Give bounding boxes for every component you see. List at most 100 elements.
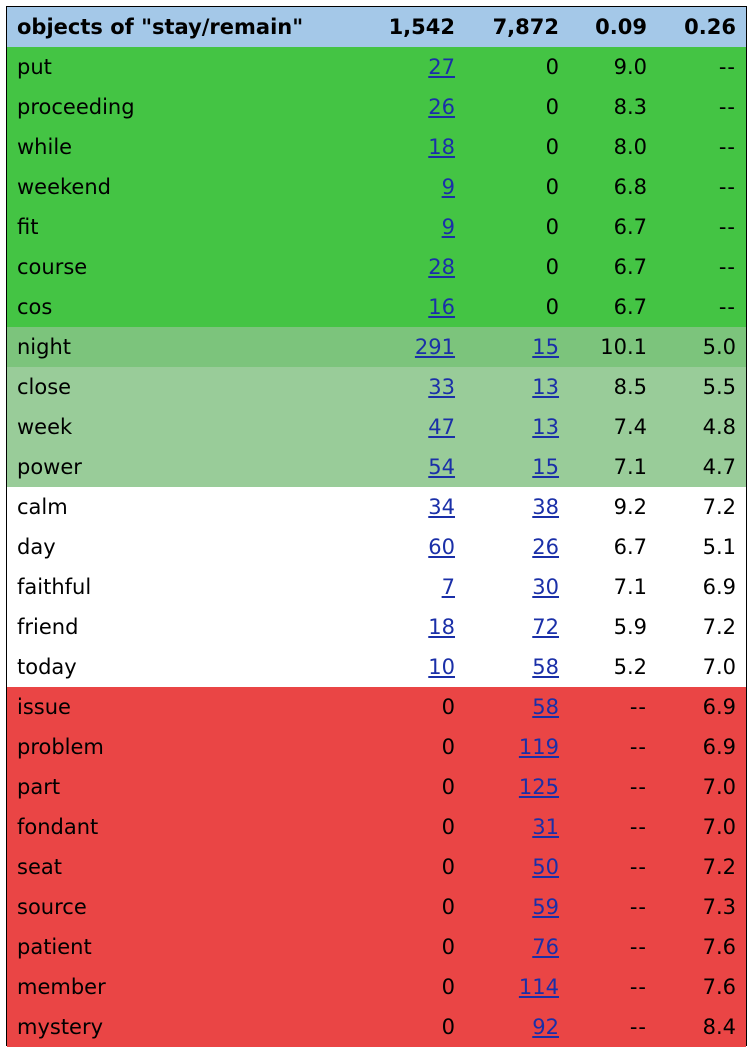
row-count-2-link[interactable]: 50 [532,855,559,879]
row-count-1-cell: 27 [342,47,465,87]
row-score-1: -- [569,967,657,1007]
row-count-1-cell: 0 [342,927,465,967]
row-count-1-link[interactable]: 10 [428,655,455,679]
row-score-1: 6.7 [569,527,657,567]
row-score-2: -- [657,287,746,327]
row-count-1-link[interactable]: 18 [428,615,455,639]
row-count-1-link[interactable]: 54 [428,455,455,479]
table-row: while 18 0 8.0 -- [7,127,746,167]
row-count-2-link[interactable]: 114 [518,975,559,999]
row-score-1: 6.7 [569,207,657,247]
row-count-1-link[interactable]: 28 [428,255,455,279]
row-count-2-link[interactable]: 125 [518,775,559,799]
row-score-2: 4.8 [657,407,746,447]
table-row: friend 18 72 5.9 7.2 [7,607,746,647]
row-count-2-link[interactable]: 15 [532,335,559,359]
row-count-2-cell: 0 [465,127,569,167]
row-count-1-cell: 9 [342,207,465,247]
row-count-2-link[interactable]: 15 [532,455,559,479]
row-word: fit [7,207,342,247]
table-row: fondant 0 31 -- 7.0 [7,807,746,847]
table-row: faithful 7 30 7.1 6.9 [7,567,746,607]
row-word: mystery [7,1007,342,1047]
row-count-1-cell: 291 [342,327,465,367]
row-score-2: -- [657,207,746,247]
row-word: source [7,887,342,927]
row-count-2-link[interactable]: 26 [532,535,559,559]
row-count-1-link[interactable]: 47 [428,415,455,439]
row-score-1: -- [569,807,657,847]
row-count-2-link[interactable]: 31 [532,815,559,839]
collocation-table: objects of "stay/remain" 1,542 7,872 0.0… [7,7,746,1047]
row-count-1-link[interactable]: 291 [414,335,455,359]
row-score-1: 9.2 [569,487,657,527]
row-count-1-value: 0 [441,815,455,839]
row-count-1-link[interactable]: 7 [441,575,455,599]
row-count-2-value: 0 [545,55,559,79]
table-row: today 10 58 5.2 7.0 [7,647,746,687]
row-count-1-link[interactable]: 9 [441,175,455,199]
row-score-2: 5.0 [657,327,746,367]
row-score-1: -- [569,847,657,887]
row-count-2-link[interactable]: 72 [532,615,559,639]
row-count-2-cell: 26 [465,527,569,567]
row-word: patient [7,927,342,967]
row-count-2-value: 0 [545,255,559,279]
row-score-2: 7.0 [657,647,746,687]
row-score-1: 8.0 [569,127,657,167]
row-count-1-cell: 0 [342,887,465,927]
table-row: member 0 114 -- 7.6 [7,967,746,1007]
row-count-2-link[interactable]: 13 [532,415,559,439]
row-word: calm [7,487,342,527]
row-count-1-cell: 47 [342,407,465,447]
row-count-2-link[interactable]: 58 [532,655,559,679]
row-count-1-value: 0 [441,1015,455,1039]
row-score-2: -- [657,87,746,127]
row-word: close [7,367,342,407]
table-row: power 54 15 7.1 4.7 [7,447,746,487]
row-count-2-link[interactable]: 92 [532,1015,559,1039]
row-count-2-cell: 0 [465,247,569,287]
row-count-1-cell: 10 [342,647,465,687]
row-score-1: -- [569,727,657,767]
table-row: patient 0 76 -- 7.6 [7,927,746,967]
row-count-2-cell: 76 [465,927,569,967]
row-count-2-link[interactable]: 13 [532,375,559,399]
row-count-1-link[interactable]: 18 [428,135,455,159]
row-count-1-link[interactable]: 9 [441,215,455,239]
row-count-2-link[interactable]: 58 [532,695,559,719]
row-count-1-link[interactable]: 34 [428,495,455,519]
row-score-2: 7.0 [657,807,746,847]
row-score-1: 8.3 [569,87,657,127]
row-count-2-cell: 15 [465,327,569,367]
table-row: course 28 0 6.7 -- [7,247,746,287]
row-score-1: 10.1 [569,327,657,367]
row-count-1-link[interactable]: 26 [428,95,455,119]
row-count-2-link[interactable]: 38 [532,495,559,519]
row-score-1: -- [569,887,657,927]
row-word: proceeding [7,87,342,127]
row-score-2: -- [657,47,746,87]
row-count-2-value: 0 [545,135,559,159]
collocation-table-frame: objects of "stay/remain" 1,542 7,872 0.0… [6,6,747,1047]
row-count-1-link[interactable]: 16 [428,295,455,319]
row-count-2-link[interactable]: 30 [532,575,559,599]
row-count-2-link[interactable]: 59 [532,895,559,919]
row-count-1-cell: 16 [342,287,465,327]
row-count-2-link[interactable]: 119 [518,735,559,759]
table-row: fit 9 0 6.7 -- [7,207,746,247]
row-count-1-link[interactable]: 60 [428,535,455,559]
header-total-1: 1,542 [342,7,465,47]
row-count-2-link[interactable]: 76 [532,935,559,959]
row-word: night [7,327,342,367]
table-row: mystery 0 92 -- 8.4 [7,1007,746,1047]
row-score-2: 6.9 [657,567,746,607]
row-count-2-cell: 72 [465,607,569,647]
row-score-1: 7.4 [569,407,657,447]
row-count-1-value: 0 [441,935,455,959]
row-count-1-link[interactable]: 27 [428,55,455,79]
row-score-2: 7.3 [657,887,746,927]
row-count-2-value: 0 [545,215,559,239]
header-score-1: 0.09 [569,7,657,47]
row-count-1-link[interactable]: 33 [428,375,455,399]
